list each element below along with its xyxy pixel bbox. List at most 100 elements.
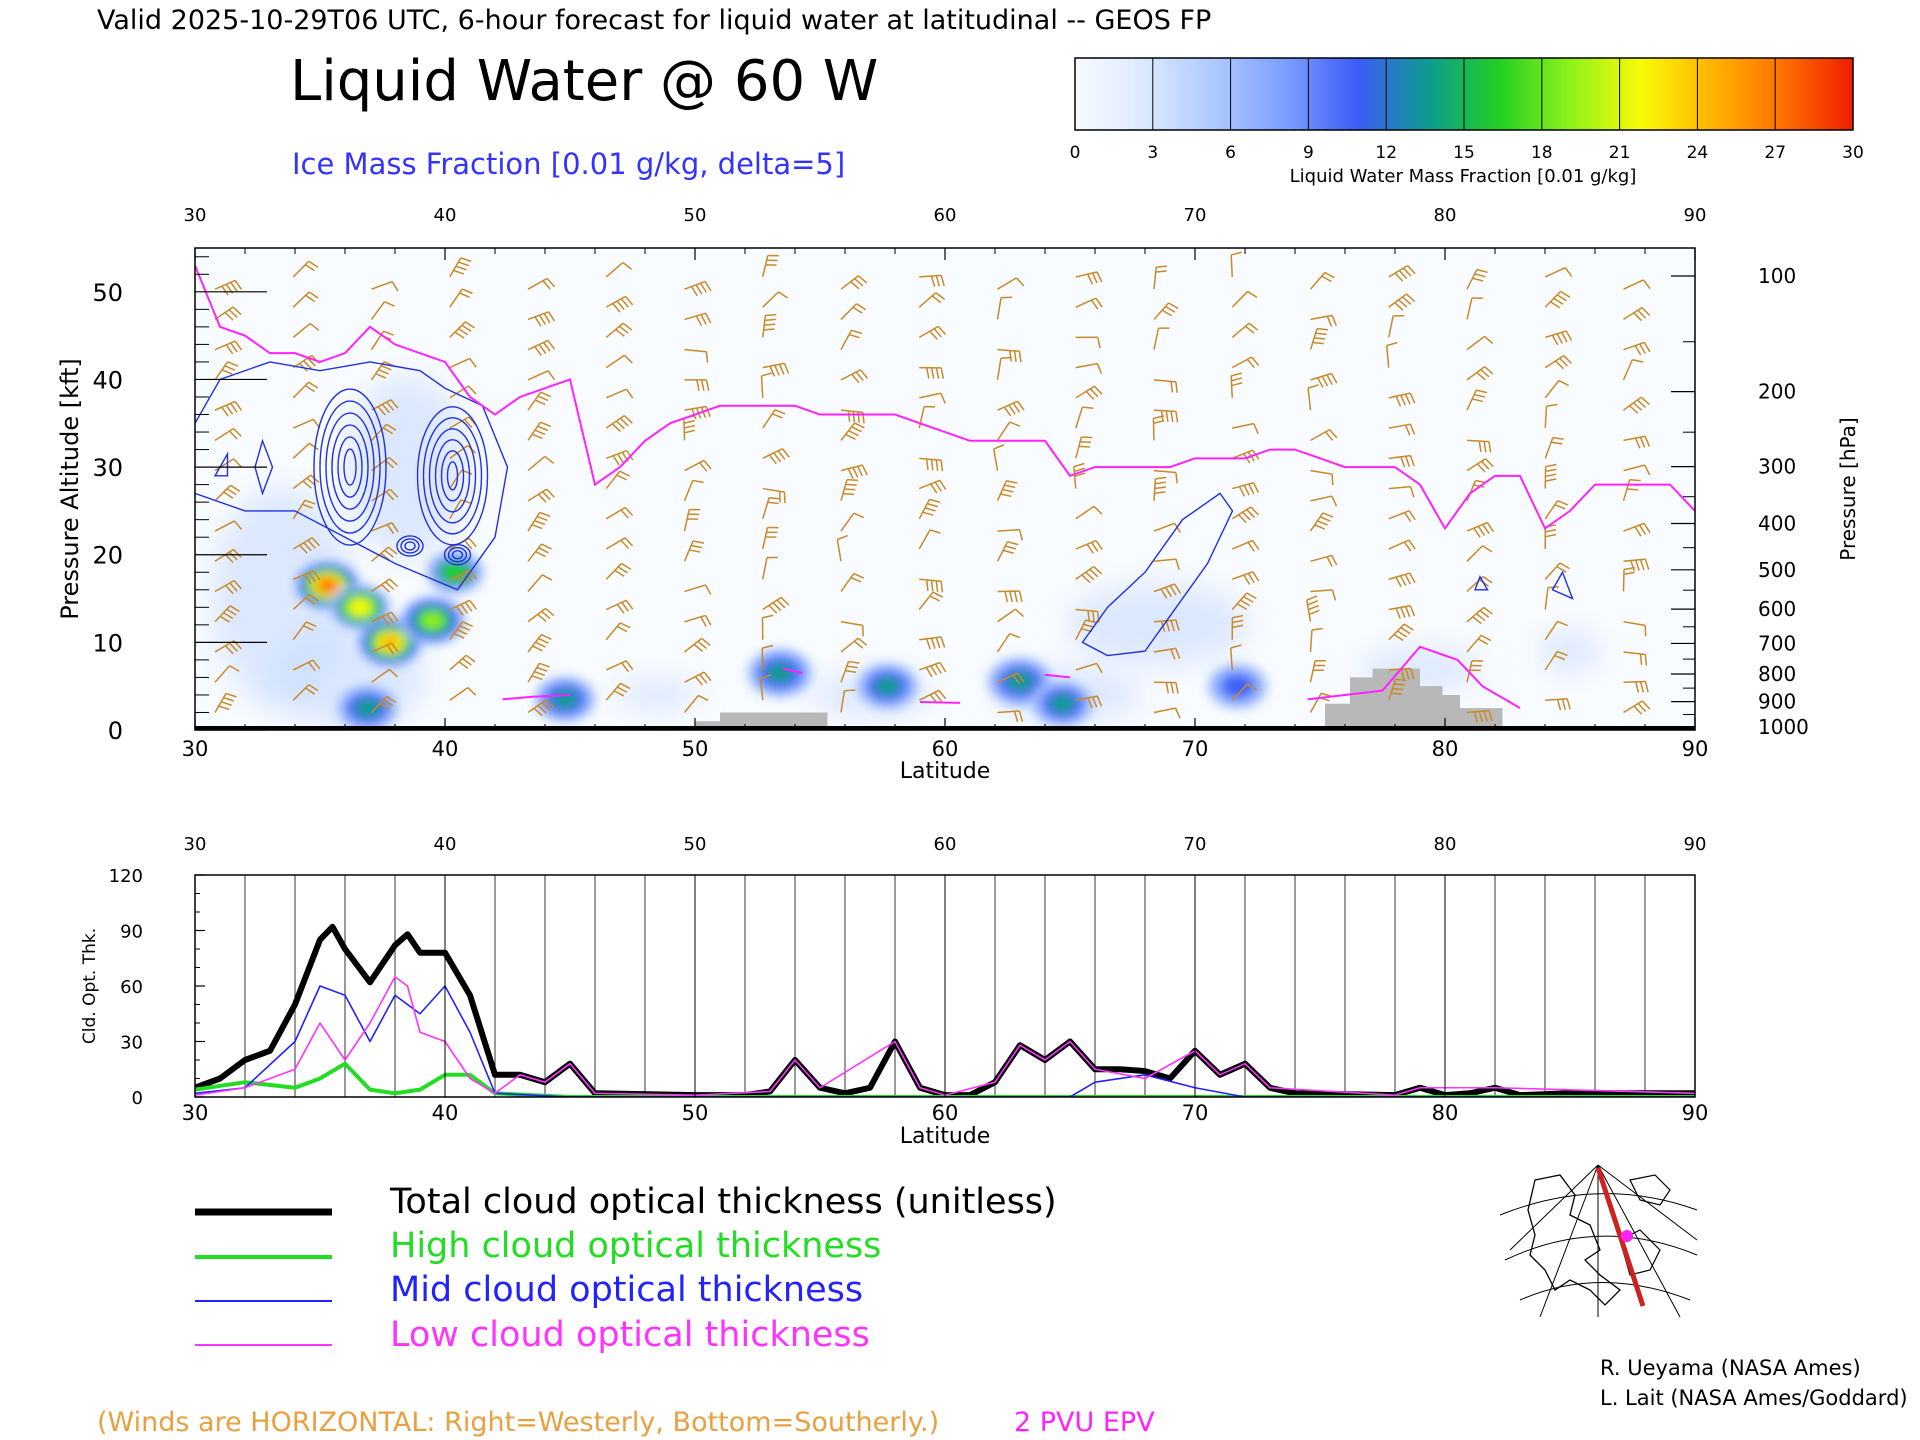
top-panel-axes: 3030404050506060707080809090010203040501… [92, 205, 1808, 761]
wind-barb [1309, 659, 1327, 683]
wind-barb [1702, 445, 1728, 458]
wind-barb [997, 608, 1025, 623]
wind-barb [1232, 482, 1260, 497]
wind-barb [1153, 265, 1168, 290]
wind-barb [1702, 265, 1728, 277]
wind-barb [605, 506, 634, 520]
wind-barb [214, 458, 242, 472]
wind-barb [449, 621, 473, 641]
wind-barb [762, 362, 790, 377]
credit-lait: L. Lait (NASA Ames/Goddard) [1600, 1386, 1908, 1410]
wind-barb [997, 672, 1025, 685]
bottom-panel: 30 30 40 40 50 50 60 60 70 70 80 80 90 90 0 30 60 90 120 L… [80, 834, 1708, 1149]
wind-barb [1388, 509, 1416, 523]
legend-label-total: Total cloud optical thickness (unitless) [389, 1182, 1057, 1222]
top-x-tick-label: 70 [1182, 737, 1209, 761]
wind-barb [292, 499, 316, 520]
liquid-water-blob-ring [317, 578, 338, 593]
wind-barb [1466, 366, 1494, 381]
wind-barb [762, 409, 786, 429]
wind-barb [1544, 620, 1568, 641]
wind-barb [1153, 327, 1170, 350]
wind-barb [1075, 297, 1103, 310]
ice-contour [331, 424, 369, 510]
wind-barb [1623, 306, 1651, 322]
wind-barb [1153, 707, 1181, 719]
ice-contour [396, 535, 424, 557]
wind-barb [214, 548, 242, 564]
wind-barb [1231, 592, 1257, 611]
ice-contour [313, 388, 387, 546]
colorbar-tick-label: 12 [1375, 143, 1397, 163]
wind-barb [527, 511, 551, 532]
bottom-x-tick-label-upper: 40 [434, 834, 457, 855]
wind-barb [1700, 343, 1711, 368]
wind-barb [605, 682, 631, 701]
credit-ueyama: R. Ueyama (NASA Ames) [1600, 1356, 1861, 1380]
top-panel: 3030404050506060707080809090010203040501… [56, 205, 1860, 784]
wind-barb [605, 261, 633, 278]
ice-contour [1551, 570, 1574, 600]
wind-barb [1466, 268, 1488, 290]
ice-contour [337, 436, 363, 498]
wind-barb [1702, 332, 1728, 345]
wind-barb [1388, 264, 1416, 282]
wind-barb [1544, 562, 1570, 580]
wind-barb [1623, 558, 1650, 572]
wind-barb [214, 400, 243, 417]
wind-barb [1306, 595, 1320, 622]
wind-barb [1702, 283, 1713, 307]
inset-cross-section-track [1595, 1167, 1646, 1307]
wind-barb [684, 348, 709, 363]
wind-barb [1310, 554, 1338, 567]
wind-barb [996, 296, 1013, 320]
wind-barb [1153, 469, 1178, 484]
epv-note: 2 PVU EPV [1014, 1407, 1155, 1438]
wind-barb [214, 306, 242, 321]
wind-barb [1623, 680, 1649, 693]
bottom-y-tick-label: 0 [132, 1088, 143, 1109]
wind-barb [449, 357, 477, 369]
pressure-tick-label: 300 [1758, 455, 1796, 479]
wind-barb [1153, 647, 1181, 660]
wind-barb [449, 385, 477, 399]
wind-barb [840, 478, 859, 502]
alt-tick-label: 50 [92, 279, 123, 307]
wind-barb [918, 498, 941, 520]
wind-barb [761, 614, 774, 640]
wind-barb [840, 422, 865, 441]
pressure-tick-label: 900 [1758, 690, 1796, 714]
wind-barb [840, 572, 865, 592]
wind-barb [214, 484, 241, 502]
bottom-x-tick-label: 60 [932, 1101, 959, 1125]
wind-barb [840, 464, 868, 479]
alt-tick-label: 30 [92, 454, 123, 482]
wind-barb [684, 459, 712, 472]
ice-contour [400, 538, 420, 554]
wind-barb [449, 654, 476, 671]
wind-barb [1623, 279, 1651, 290]
wind-barb [840, 329, 863, 351]
colorbar-tick-label: 27 [1764, 143, 1786, 163]
wind-barb [760, 372, 773, 398]
bottom-x-tick-label-upper: 70 [1184, 834, 1207, 855]
liquid-water-blob-ring [1006, 671, 1034, 692]
colorbar-tick-label: 18 [1531, 143, 1553, 163]
colorbar-tick-label: 30 [1842, 143, 1864, 163]
liquid-water-haze-patch [1540, 631, 1600, 672]
wind-barb [1388, 539, 1416, 552]
wind-barb [1623, 396, 1650, 414]
wind-barb [836, 534, 848, 562]
wind-barb [840, 369, 869, 384]
wind-barb [1466, 439, 1492, 453]
wind-barb [997, 528, 1024, 541]
wind-barb [527, 339, 556, 356]
wind-barb [1309, 512, 1334, 532]
epv-2pvu-line [195, 265, 1695, 531]
bottom-x-tick-label-upper: 80 [1434, 834, 1457, 855]
wind-barb [605, 414, 633, 432]
wind-barb [683, 694, 709, 713]
wind-barb [1075, 565, 1103, 583]
wind-barb [1702, 407, 1717, 429]
liquid-water-haze-patch [1067, 584, 1248, 665]
